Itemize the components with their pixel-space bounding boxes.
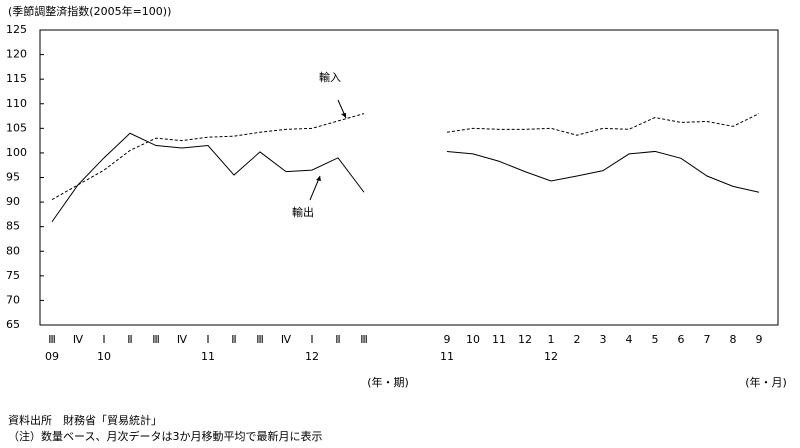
series-line [51,132,365,223]
y-tick-label: 125 [6,23,27,36]
y-tick-label: 95 [6,171,20,184]
series-line [446,150,760,193]
x-tick-label: 7 [704,333,711,346]
x-tick-label: Ⅲ [48,333,56,346]
x-tick-label: 1 [548,333,555,346]
x-tick-label: 6 [678,333,685,346]
x-group-label: 11 [201,350,215,363]
x-tick-label: Ⅳ [177,333,188,346]
x-tick-label: Ⅱ [127,333,132,346]
x-tick-label: 2 [574,333,581,346]
x-tick-label: 12 [518,333,532,346]
x-tick-label: 3 [600,333,607,346]
x-tick-label: Ⅳ [281,333,292,346]
y-tick-label: 110 [6,97,27,110]
y-tick-label: 70 [6,293,20,306]
series-annotation: 輸出 [292,205,314,219]
x-group-label: 11 [440,350,454,363]
x-group-label: 12 [544,350,558,363]
x-tick-label: Ⅳ [73,333,84,346]
x-tick-label: 9 [444,333,451,346]
y-tick-label: 65 [6,318,20,331]
x-tick-label: 4 [626,333,633,346]
x-tick-label: Ⅲ [152,333,160,346]
x-tick-label: Ⅲ [360,333,368,346]
x-tick-label: 5 [652,333,659,346]
x-tick-label: 9 [756,333,763,346]
annotation-arrowhead [341,113,346,118]
y-tick-label: 90 [6,195,20,208]
x-group-label: 12 [305,350,319,363]
y-tick-label: 120 [6,48,27,61]
series-annotation: 輸入 [319,70,341,84]
annotation-arrowhead [316,176,321,181]
series-line [51,113,365,201]
y-tick-label: 80 [6,244,20,257]
series-line [446,113,760,136]
x-unit-label: (年・期) [367,375,409,389]
y-tick-label: 115 [6,72,27,85]
x-tick-label: 8 [730,333,737,346]
x-tick-label: Ⅰ [102,333,105,346]
x-tick-label: 10 [466,333,480,346]
y-tick-label: 75 [6,269,20,282]
x-tick-label: Ⅱ [335,333,340,346]
x-tick-label: Ⅰ [206,333,209,346]
source-note: 資料出所 財務省「貿易統計」 [8,413,162,427]
x-tick-label: Ⅰ [310,333,313,346]
y-tick-label: 100 [6,146,27,159]
x-group-label: 09 [45,350,59,363]
x-tick-label: Ⅱ [231,333,236,346]
x-tick-label: 11 [492,333,506,346]
x-group-label: 10 [97,350,111,363]
y-tick-label: 85 [6,220,20,233]
x-unit-label: (年・月) [745,375,787,389]
x-tick-label: Ⅲ [256,333,264,346]
y-tick-label: 105 [6,121,27,134]
plot-frame [39,29,779,326]
footnote: （注）数量ベース、月次データは3か月移動平均で最新月に表示 [8,429,322,443]
y-axis-label: (季節調整済指数(2005年=100)) [8,4,171,18]
